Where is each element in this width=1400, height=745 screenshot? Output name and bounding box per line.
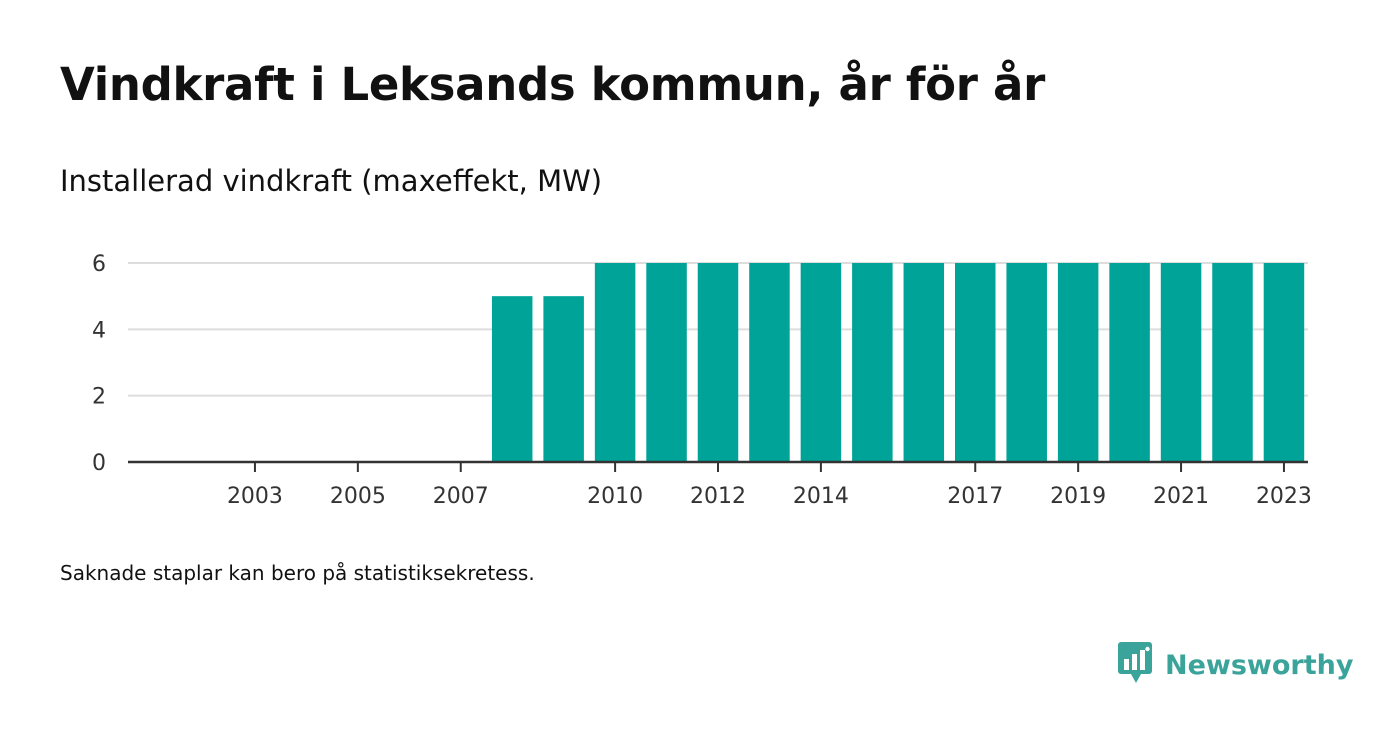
bar-2010 (594, 263, 636, 462)
bar-2022 (1212, 263, 1253, 462)
bar-2009 (543, 296, 584, 462)
bar-2014 (800, 263, 842, 462)
brand-logo[interactable]: Newsworthy (1117, 641, 1353, 689)
bar-2008 (491, 296, 533, 462)
bar-2016 (903, 263, 945, 462)
bar-2018 (1006, 263, 1047, 462)
bar-2017 (955, 263, 996, 462)
x-tick-label-2017: 2017 (947, 484, 1003, 509)
x-tick-label-2005: 2005 (330, 484, 386, 509)
x-tick-label-2007: 2007 (433, 484, 489, 509)
x-tick-label-2021: 2021 (1153, 484, 1209, 509)
chart-subtitle: Installerad vindkraft (maxeffekt, MW) (60, 164, 603, 198)
y-tick-label-2: 2 (92, 385, 106, 410)
bar-2013 (749, 263, 790, 462)
bar-2020 (1109, 263, 1150, 462)
footnote: Saknade staplar kan bero på statistiksek… (60, 561, 535, 585)
bar-chart-speech-bubble-icon (1117, 641, 1155, 689)
bar-2012 (697, 263, 739, 462)
x-tick-label-2023: 2023 (1256, 484, 1312, 509)
x-tick-label-2014: 2014 (793, 484, 849, 509)
x-tick-label-2012: 2012 (690, 484, 746, 509)
x-tick-label-2019: 2019 (1050, 484, 1106, 509)
brand-name: Newsworthy (1165, 649, 1354, 681)
y-tick-label-4: 4 (92, 318, 106, 343)
bar-2023 (1263, 263, 1305, 462)
y-tick-label-6: 6 (92, 252, 106, 277)
y-tick-label-0: 0 (92, 451, 106, 476)
bar-2015 (852, 263, 893, 462)
x-tick-label-2010: 2010 (587, 484, 643, 509)
axes: 0 2 4 6 2003 2005 2007 2010 2012 2014 2017 2019 2021… (92, 252, 1312, 509)
bars (491, 263, 1305, 462)
bar-2011 (646, 263, 687, 462)
bar-2021 (1160, 263, 1202, 462)
chart-title: Vindkraft i Leksands kommun, år för år (60, 58, 1045, 111)
bar-2019 (1057, 263, 1099, 462)
x-tick-label-2003: 2003 (227, 484, 283, 509)
